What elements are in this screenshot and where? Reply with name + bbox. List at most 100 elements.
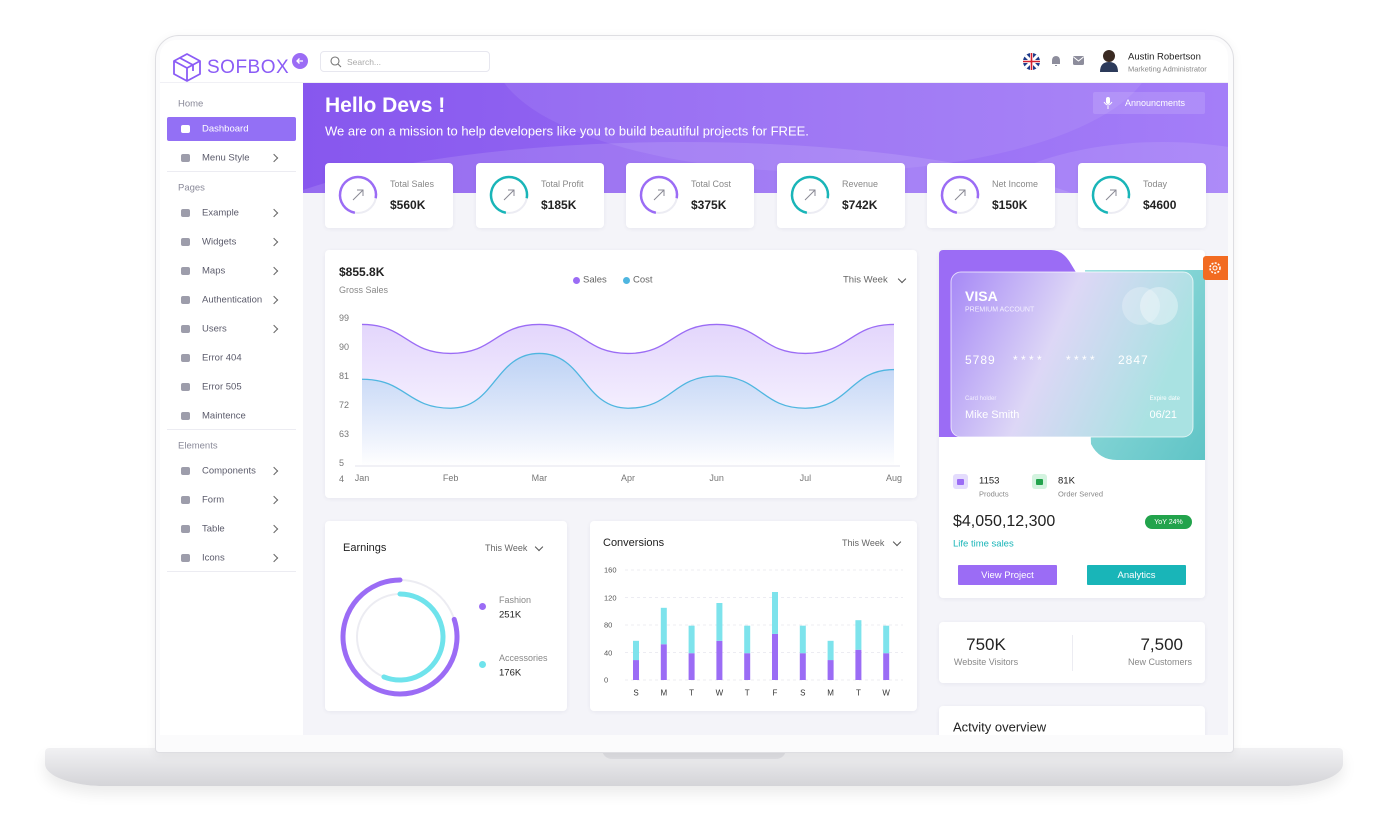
gross-sales-card: $855.8K Gross Sales Sales Cost This Week 99 90… xyxy=(325,250,917,498)
legend-label: Sales xyxy=(583,274,607,286)
menu-icon xyxy=(181,325,190,333)
y-tick-label: 99 xyxy=(339,313,350,323)
x-tick-label: T xyxy=(855,688,861,698)
ring-arrow xyxy=(1105,189,1117,201)
ring-arrow xyxy=(352,189,364,201)
menu-item[interactable]: Form xyxy=(202,494,225,506)
section-heading: Elements xyxy=(178,440,218,452)
menu-item[interactable]: Icons xyxy=(202,552,225,564)
menu-item[interactable]: Dashboard xyxy=(202,123,249,135)
stat-value: $4600 xyxy=(1143,198,1177,212)
menu-item[interactable]: Authentication xyxy=(202,294,263,306)
legend-label: Cost xyxy=(633,274,653,286)
analytics-button[interactable]: Analytics xyxy=(1087,565,1186,585)
y-tick-label: 72 xyxy=(339,400,350,410)
stat-label: Total Profit xyxy=(541,179,584,189)
products-icon xyxy=(953,474,968,489)
x-tick-label: Aug xyxy=(885,473,903,483)
period-dropdown[interactable]: This Week xyxy=(485,543,528,553)
search-box[interactable]: Search... xyxy=(320,51,490,72)
lifetime-total: $4,050,12,300 xyxy=(953,513,1056,530)
orders-icon xyxy=(1032,474,1047,489)
menu-item[interactable]: Users xyxy=(202,323,227,335)
bar-chart xyxy=(625,569,903,681)
stat-ring xyxy=(1091,175,1131,215)
menu-item[interactable]: Maps xyxy=(202,265,226,277)
y-tick-label: 80 xyxy=(604,620,613,630)
visitors-card: 750K Website Visitors 7,500 New Customer… xyxy=(939,622,1205,683)
avatar-head xyxy=(1103,50,1115,62)
stat-label: Today xyxy=(1143,179,1168,189)
x-tick-label: M xyxy=(827,688,834,698)
ring-arc xyxy=(790,175,830,215)
menu-icon xyxy=(181,412,190,420)
ring-arc xyxy=(940,175,980,215)
divider xyxy=(167,171,296,172)
period-dropdown[interactable]: This Week xyxy=(842,538,885,548)
x-tick-label: S xyxy=(800,688,806,698)
collapse-button[interactable] xyxy=(292,53,308,69)
settings-button[interactable] xyxy=(1203,256,1228,280)
y-tick-label: 5 xyxy=(339,458,345,468)
bar-segment xyxy=(716,640,723,680)
language-flag[interactable] xyxy=(1023,53,1040,70)
conversions-card: Conversions This Week 0 40 80 120 160 S M T W T F S M T… xyxy=(590,521,917,711)
menu-item[interactable]: Maintence xyxy=(202,410,246,422)
menu-item[interactable]: Menu Style xyxy=(202,152,250,164)
banner-title: Hello Devs ! xyxy=(325,94,446,117)
search-placeholder: Search... xyxy=(347,57,382,67)
bar-segment xyxy=(883,653,890,680)
menu-icon xyxy=(181,267,190,275)
menu-icon xyxy=(181,525,190,533)
card-brand: VISA xyxy=(965,288,998,304)
stat-value: $375K xyxy=(691,198,727,212)
menu-item[interactable]: Components xyxy=(202,465,256,477)
section-heading: Pages xyxy=(178,182,205,194)
stat-ring xyxy=(489,175,529,215)
x-tick-label: Jan xyxy=(354,473,370,483)
x-tick-label: Feb xyxy=(442,473,459,483)
menu-item[interactable]: Table xyxy=(202,523,225,535)
bar-segment xyxy=(633,660,639,680)
card-circle xyxy=(1122,287,1160,325)
holder-name: Mike Smith xyxy=(965,409,1020,421)
legend-value: 251K xyxy=(499,609,522,621)
envelope-flap xyxy=(1073,56,1084,62)
y-tick-label: 0 xyxy=(604,675,609,685)
menu-item[interactable]: Widgets xyxy=(202,236,237,248)
ring-arrow xyxy=(503,189,515,201)
stat-label: Total Cost xyxy=(691,179,732,189)
period-dropdown[interactable]: This Week xyxy=(843,274,888,286)
x-tick-label: Mar xyxy=(531,473,548,483)
mail-icon[interactable] xyxy=(1073,56,1084,65)
bar-segment xyxy=(772,592,778,634)
bar-segment xyxy=(772,633,778,680)
mic xyxy=(1106,97,1110,104)
line xyxy=(361,352,895,409)
header: SOFBOX Search... Austin Robertson Marketing… xyxy=(160,40,1228,83)
menu-icon xyxy=(181,354,190,362)
orders-value: 81K xyxy=(1058,475,1075,487)
screen: Home Dashboard Menu Style Pages Example Widge… xyxy=(160,40,1228,735)
view-project-button[interactable]: View Project xyxy=(958,565,1057,585)
menu-item[interactable]: Example xyxy=(202,207,239,219)
x-tick-label: Jun xyxy=(709,473,724,483)
card-decoration xyxy=(939,250,1205,460)
x-tick-label: W xyxy=(882,688,890,698)
divider xyxy=(1072,635,1073,671)
notification-icon[interactable] xyxy=(1051,55,1061,67)
x-tick-label: M xyxy=(660,688,668,698)
yoy-badge: YoY 24% xyxy=(1145,515,1192,529)
menu-item[interactable]: Error 505 xyxy=(202,381,242,393)
stat-card: Today $4600 xyxy=(1078,163,1206,228)
chevron xyxy=(269,237,279,247)
gear-icon xyxy=(1209,262,1221,274)
headline-value: $855.8K xyxy=(339,265,385,279)
bar-segment xyxy=(660,644,667,680)
user-name[interactable]: Austin Robertson xyxy=(1128,51,1201,63)
announcements-button[interactable]: Announcments xyxy=(1093,92,1205,114)
headline-label: Gross Sales xyxy=(339,285,389,295)
avatar[interactable] xyxy=(1098,48,1120,72)
menu-item[interactable]: Error 404 xyxy=(202,352,242,364)
stat-label: Revenue xyxy=(842,179,879,189)
